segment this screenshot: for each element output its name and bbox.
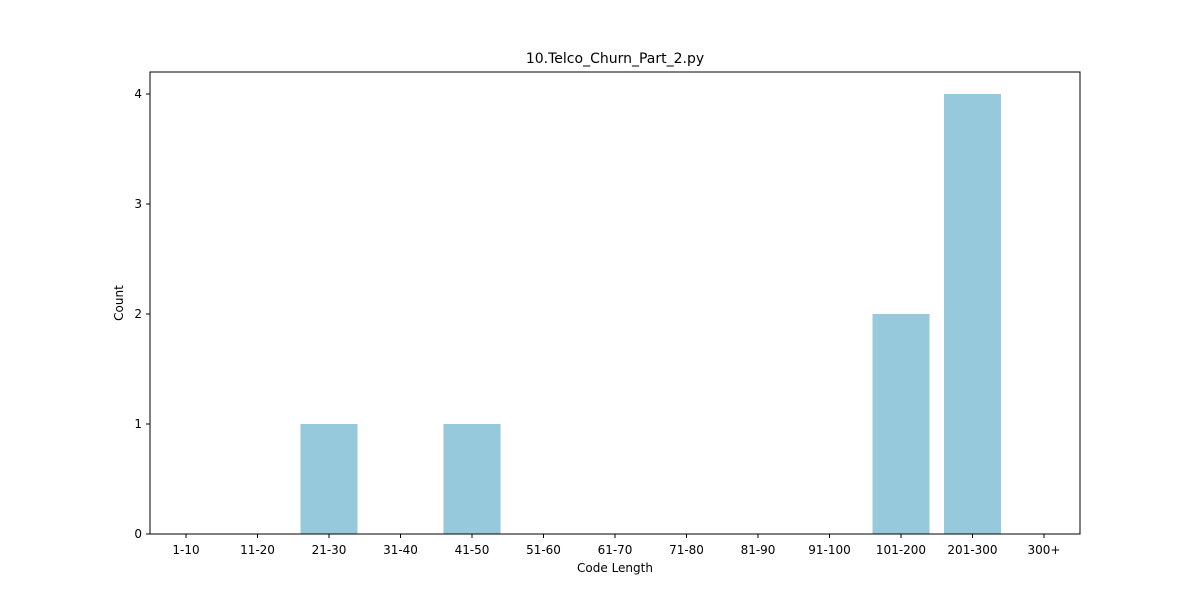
x-tick-label: 21-30	[312, 543, 347, 557]
bar-41-50	[443, 424, 501, 534]
x-tick-label: 300+	[1028, 543, 1061, 557]
bar-101-200	[872, 314, 930, 534]
y-tick-label: 1	[134, 417, 142, 431]
y-tick-label: 4	[134, 87, 142, 101]
x-tick-label: 31-40	[383, 543, 418, 557]
x-axis: 1-10 11-20 21-30 31-40 41-50 51-60 61-70 71-80 8…	[172, 534, 1060, 557]
plot-frame	[149, 71, 1081, 535]
bars-layer	[300, 94, 1001, 534]
x-tick-label: 101-200	[876, 543, 926, 557]
x-axis-label: Code Length	[577, 561, 653, 575]
y-axis-label: Count	[112, 285, 126, 321]
x-tick-label: 71-80	[669, 543, 704, 557]
x-tick-label: 11-20	[240, 543, 275, 557]
y-tick-label: 3	[134, 197, 142, 211]
x-tick-label: 201-300	[947, 543, 997, 557]
x-tick-label: 81-90	[741, 543, 776, 557]
y-tick-label: 2	[134, 307, 142, 321]
x-tick-label: 1-10	[172, 543, 199, 557]
x-tick-label: 51-60	[526, 543, 561, 557]
y-axis: 0 1 2 3 4	[134, 87, 150, 541]
bar-21-30	[300, 424, 358, 534]
x-tick-label: 61-70	[598, 543, 633, 557]
chart-title: 10.Telco_Churn_Part_2.py	[526, 51, 704, 67]
x-tick-label: 91-100	[808, 543, 851, 557]
x-tick-label: 41-50	[455, 543, 490, 557]
y-tick-label: 0	[134, 527, 142, 541]
bar-201-300	[944, 94, 1001, 534]
